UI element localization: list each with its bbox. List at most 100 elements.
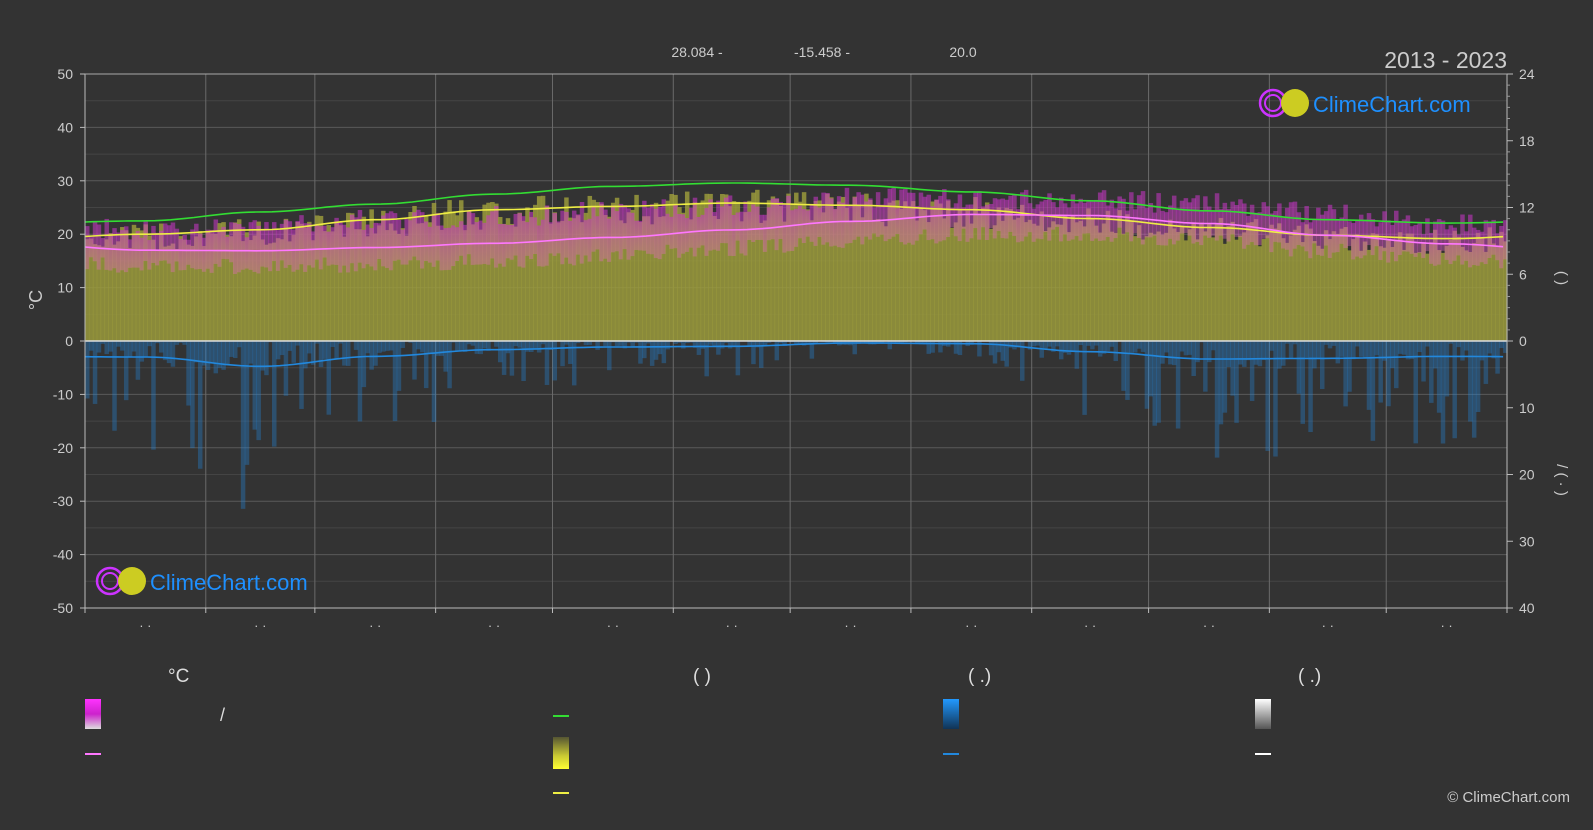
sunshine-day-bar: [1312, 241, 1316, 341]
precip-day-bar: [143, 341, 147, 356]
temp-range-day-bar: [1117, 196, 1121, 227]
temp-range-day-bar: [151, 226, 155, 263]
temp-range-day-bar: [171, 223, 175, 273]
precip-day-bar: [1125, 341, 1129, 400]
temp-range-day-bar: [260, 229, 264, 266]
month-label: · ·: [1084, 618, 1096, 633]
temp-range-day-bar: [891, 188, 895, 237]
temp-range-day-bar: [923, 197, 927, 230]
temp-range-day-bar: [740, 212, 744, 254]
precip-day-bar: [420, 341, 424, 352]
temp-range-day-bar: [147, 240, 151, 270]
precip-day-bar: [319, 341, 323, 367]
sunshine-day-bar: [1172, 228, 1176, 341]
sunshine-day-bar: [1215, 224, 1219, 341]
sunshine-day-bar: [962, 227, 966, 341]
sunshine-day-bar: [884, 226, 888, 341]
temp-range-day-bar: [556, 221, 560, 253]
month-label: · ·: [139, 618, 151, 633]
temp-range-day-bar: [471, 213, 475, 265]
temp-range-day-bar: [1460, 214, 1464, 264]
temp-range-day-bar: [962, 207, 966, 228]
temp-range-day-bar: [1063, 203, 1067, 234]
precip-day-bar: [1425, 341, 1429, 347]
sunshine-day-bar: [1067, 232, 1071, 341]
temp-range-day-bar: [404, 219, 408, 265]
left-axis-unit: °C: [26, 290, 46, 310]
temp-range-day-bar: [338, 222, 342, 273]
precip-day-bar: [393, 341, 397, 421]
logo-sun-icon: [118, 567, 146, 595]
precip-day-bar: [1121, 341, 1125, 391]
temp-range-day-bar: [1262, 202, 1266, 239]
temp-range-day-bar: [1238, 199, 1242, 237]
temp-range-day-bar: [1277, 203, 1281, 242]
precip-day-bar: [1363, 341, 1367, 358]
logo-top-right[interactable]: ClimeChart.com: [1260, 89, 1471, 117]
temp-range-day-bar: [677, 214, 681, 258]
temp-range-day-bar: [490, 211, 494, 258]
temp-range-day-bar: [1004, 200, 1008, 239]
sunshine-day-bar: [1223, 244, 1227, 341]
temp-range-day-bar: [794, 209, 798, 247]
temp-range-day-bar: [778, 202, 782, 239]
precip-day-bar: [440, 341, 444, 356]
month-label: · ·: [965, 618, 977, 633]
temp-range-day-bar: [225, 237, 229, 259]
sunshine-day-bar: [1133, 236, 1137, 341]
month-label: · ·: [726, 618, 738, 633]
sunshine-day-bar: [1195, 239, 1199, 341]
temp-range-day-bar: [860, 195, 864, 245]
temp-range-day-bar: [1086, 200, 1090, 233]
temp-range-day-bar: [673, 205, 677, 249]
temp-range-day-bar: [1110, 200, 1114, 242]
precip-day-bar: [1339, 341, 1343, 357]
temp-range-day-bar: [136, 231, 140, 268]
precip-day-bar: [525, 341, 529, 352]
temp-range-day-bar: [1304, 206, 1308, 251]
right-upper-tick-label: 0: [1519, 333, 1527, 349]
precip-day-bar: [1452, 341, 1456, 438]
precip-day-bar: [1160, 341, 1164, 364]
sunshine-day-bar: [880, 222, 884, 341]
temp-range-day-bar: [1098, 193, 1102, 241]
logo-bottom-left[interactable]: ClimeChart.com: [97, 567, 308, 595]
month-label: · ·: [1322, 618, 1334, 633]
precip-day-bar: [775, 341, 779, 360]
temp-range-day-bar: [467, 211, 471, 254]
temp-range-day-bar: [202, 238, 206, 272]
precip-day-bar: [385, 341, 389, 351]
temp-range-day-bar: [1078, 199, 1082, 241]
precip-day-bar: [1226, 341, 1230, 367]
temp-range-day-bar: [549, 222, 553, 253]
sunshine-day-bar: [1238, 236, 1242, 341]
sunshine-day-bar: [1152, 234, 1156, 341]
left-tick-label: -40: [53, 547, 73, 563]
sunshine-day-bar: [923, 210, 927, 341]
sunshine-day-bar: [1110, 232, 1114, 341]
temp-range-day-bar: [1265, 206, 1269, 238]
precip-day-bar: [545, 341, 549, 385]
sunshine-day-bar: [969, 224, 973, 341]
sunshine-day-bar: [1047, 227, 1051, 341]
sunshine-day-bar: [1265, 235, 1269, 341]
temp-range-day-bar: [934, 199, 938, 243]
temp-range-day-bar: [241, 227, 245, 270]
precip-day-bar: [1152, 341, 1156, 426]
coord-elev: 20.0: [949, 44, 976, 60]
temp-range-day-bar: [1312, 219, 1316, 244]
precip-day-bar: [89, 341, 93, 351]
precip-day-bar: [510, 341, 514, 376]
temp-range-day-bar: [751, 204, 755, 241]
temp-range-day-bar: [229, 222, 233, 262]
sunshine-day-bar: [1273, 228, 1277, 341]
temp-range-day-bar: [1250, 205, 1254, 242]
precip-day-bar: [1488, 341, 1492, 353]
temp-range-day-bar: [958, 194, 962, 241]
temp-range-day-bar: [950, 208, 954, 228]
precip-day-bar: [159, 341, 163, 353]
sunshine-day-bar: [1363, 242, 1367, 341]
precip-day-bar: [206, 341, 210, 370]
